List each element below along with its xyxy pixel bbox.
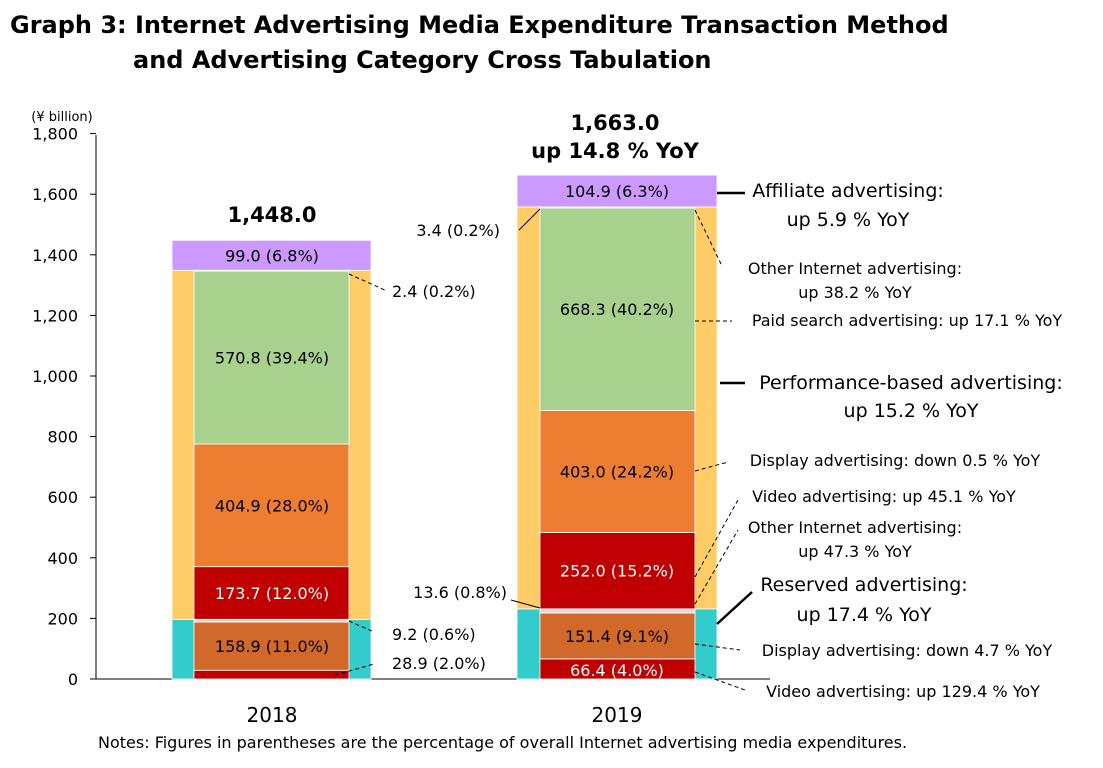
callout-2019-reserved-other: 13.6 (0.8%) bbox=[413, 583, 507, 602]
y-tick-label: 1,800 bbox=[32, 125, 78, 144]
chart-notes: Notes: Figures in parentheses are the pe… bbox=[98, 733, 908, 752]
y-tick-label: 200 bbox=[47, 609, 78, 628]
reserved-other-segment bbox=[193, 618, 350, 623]
leader-line bbox=[694, 671, 746, 691]
y-tick-label: 400 bbox=[47, 549, 78, 568]
total-label-2019: 1,663.0 bbox=[570, 111, 659, 135]
affiliate-advertising-bar bbox=[171, 239, 372, 271]
annotation-perf-display: Display advertising: down 0.5 % YoY bbox=[750, 451, 1041, 470]
leader-line bbox=[694, 643, 741, 651]
annotation-res-display: Display advertising: down 4.7 % YoY bbox=[762, 641, 1053, 660]
segment-label-affiliate: 104.9 (6.3%) bbox=[565, 182, 669, 201]
title-line-1: Graph 3: Internet Advertising Media Expe… bbox=[10, 11, 949, 39]
leader-line bbox=[510, 599, 541, 609]
leader-line bbox=[694, 461, 729, 472]
performance-video-segment bbox=[539, 532, 696, 610]
performance-display-segment bbox=[539, 410, 696, 533]
performance-video-segment bbox=[193, 566, 350, 620]
reserved-other-segment bbox=[539, 608, 696, 614]
y-axis-unit-label: (¥ billion) bbox=[31, 110, 92, 125]
affiliate-advertising-bar bbox=[516, 174, 718, 208]
annotation-affiliate: Affiliate advertising: bbox=[752, 180, 944, 202]
annotation-perf-video: Video advertising: up 45.1 % YoY bbox=[752, 487, 1016, 506]
annotation-res-video: Video advertising: up 129.4 % YoY bbox=[766, 682, 1040, 701]
annotation-performance-group: Performance-based advertising: bbox=[759, 372, 1063, 394]
leader-line-reserved bbox=[716, 591, 753, 625]
x-category-label: 2019 bbox=[592, 703, 643, 727]
segment-label-reserved-display: 151.4 (9.1%) bbox=[565, 627, 669, 646]
annotation-perf-other: Other Internet advertising: bbox=[748, 259, 962, 278]
performance-display-segment bbox=[193, 443, 350, 568]
paid-search-segment bbox=[539, 207, 696, 411]
performance-other-segment bbox=[193, 269, 350, 272]
annotation-reserved-group-yoy: up 17.4 % YoY bbox=[797, 604, 932, 626]
y-tick-label: 1,600 bbox=[32, 185, 78, 204]
segment-label-paid-search: 570.8 (39.4%) bbox=[215, 349, 329, 368]
annotation-res-other: Other Internet advertising: bbox=[748, 518, 962, 537]
segment-label-reserved-display: 158.9 (11.0%) bbox=[215, 637, 329, 656]
leader-line bbox=[694, 529, 739, 605]
annotation-res-other-yoy: up 47.3 % YoY bbox=[798, 542, 912, 561]
chart-title: Graph 3: Internet Advertising Media Expe… bbox=[10, 8, 949, 78]
leader-line bbox=[518, 208, 541, 231]
total-yoy-2019: up 14.8 % YoY bbox=[531, 139, 699, 163]
segment-label-performance-display: 403.0 (24.2%) bbox=[560, 462, 674, 481]
annotation-perf-other-yoy: up 38.2 % YoY bbox=[798, 283, 912, 302]
performance-other-segment bbox=[539, 206, 696, 209]
segment-label-performance-video: 252.0 (15.2%) bbox=[560, 562, 674, 581]
annotation-affiliate-yoy: up 5.9 % YoY bbox=[787, 209, 910, 231]
paid-search-segment bbox=[193, 270, 350, 445]
reserved-video-segment bbox=[193, 669, 350, 680]
segment-label-performance-video: 173.7 (12.0%) bbox=[215, 584, 329, 603]
callout-2019-performance-other: 3.4 (0.2%) bbox=[416, 221, 500, 240]
total-label-2018: 1,448.0 bbox=[227, 203, 316, 227]
x-category-label: 2018 bbox=[247, 703, 298, 727]
y-tick-label: 1,400 bbox=[32, 246, 78, 265]
segment-label-paid-search: 668.3 (40.2%) bbox=[560, 300, 674, 319]
y-tick-label: 600 bbox=[47, 488, 78, 507]
callout-2018-reserved-video: 28.9 (2.0%) bbox=[392, 654, 486, 673]
leader-line bbox=[694, 499, 739, 578]
annotation-paid-search: Paid search advertising: up 17.1 % YoY bbox=[752, 311, 1063, 330]
title-line-2: and Advertising Category Cross Tabulatio… bbox=[133, 46, 712, 74]
annotation-reserved-group: Reserved advertising: bbox=[760, 574, 967, 596]
callout-2018-performance-other: 2.4 (0.2%) bbox=[392, 282, 476, 301]
y-tick-label: 0 bbox=[68, 670, 78, 689]
leader-line bbox=[348, 620, 375, 633]
y-tick-label: 1,200 bbox=[32, 306, 78, 325]
y-tick-label: 1,000 bbox=[32, 367, 78, 386]
segment-label-performance-display: 404.9 (28.0%) bbox=[215, 496, 329, 515]
y-tick-label: 800 bbox=[47, 428, 78, 447]
leader-line bbox=[694, 209, 723, 267]
annotation-performance-group-yoy: up 15.2 % YoY bbox=[844, 400, 979, 422]
segment-label-reserved-video: 66.4 (4.0%) bbox=[570, 661, 664, 680]
callout-2018-reserved-other: 9.2 (0.6%) bbox=[392, 625, 476, 644]
reserved-display-segment bbox=[193, 621, 350, 671]
segment-label-affiliate: 99.0 (6.8%) bbox=[225, 246, 319, 265]
